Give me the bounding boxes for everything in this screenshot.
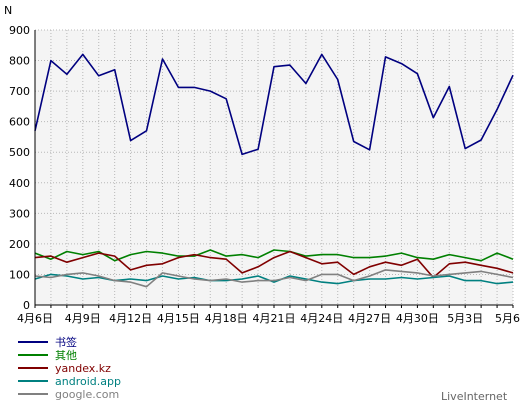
plot-background <box>35 30 513 305</box>
x-tick-label: 4月30日 <box>396 312 439 325</box>
legend-label: 书签 <box>55 335 77 349</box>
series-line <box>34 269 514 288</box>
x-tick-label: 4月24日 <box>300 312 343 325</box>
x-tick-label: 4月27日 <box>348 312 391 325</box>
x-tick-label: 5月6日 <box>495 312 520 325</box>
y-tick-label: 400 <box>9 177 30 190</box>
y-tick-label: 500 <box>9 146 30 159</box>
legend-label: google.com <box>55 388 119 401</box>
y-tick-label: 100 <box>9 268 30 281</box>
axes: 0 100 200 300 400 500 600 700 800 900 4月6日 4月9日 4月12… <box>9 24 520 325</box>
y-axis-label: N <box>4 4 12 17</box>
x-tick-label: 4月21日 <box>253 312 296 325</box>
y-tick-label: 600 <box>9 116 30 129</box>
y-tick-label: 300 <box>9 207 30 220</box>
x-tick-label: 4月6日 <box>17 312 53 325</box>
legend-label: 其他 <box>55 349 77 362</box>
plot-area <box>35 30 513 305</box>
series-line <box>34 53 514 156</box>
x-tick-label: 4月12日 <box>109 312 152 325</box>
y-tick-label: 800 <box>9 55 30 68</box>
y-tick-label: 200 <box>9 238 30 251</box>
x-tick-label: 4月18日 <box>205 312 248 325</box>
x-tick-label: 4月15日 <box>157 312 200 325</box>
legend-label: android.app <box>55 375 121 388</box>
y-tick-label: 900 <box>9 24 30 37</box>
series-line <box>34 249 514 262</box>
y-tick-label: 700 <box>9 85 30 98</box>
legend-label: yandex.kz <box>55 362 111 375</box>
y-tick-label: 0 <box>23 299 30 312</box>
x-tick-label: 5月3日 <box>447 312 483 325</box>
series-lines <box>34 53 514 288</box>
brand-label: LiveInternet <box>441 390 508 403</box>
x-tick-label: 4月9日 <box>65 312 101 325</box>
